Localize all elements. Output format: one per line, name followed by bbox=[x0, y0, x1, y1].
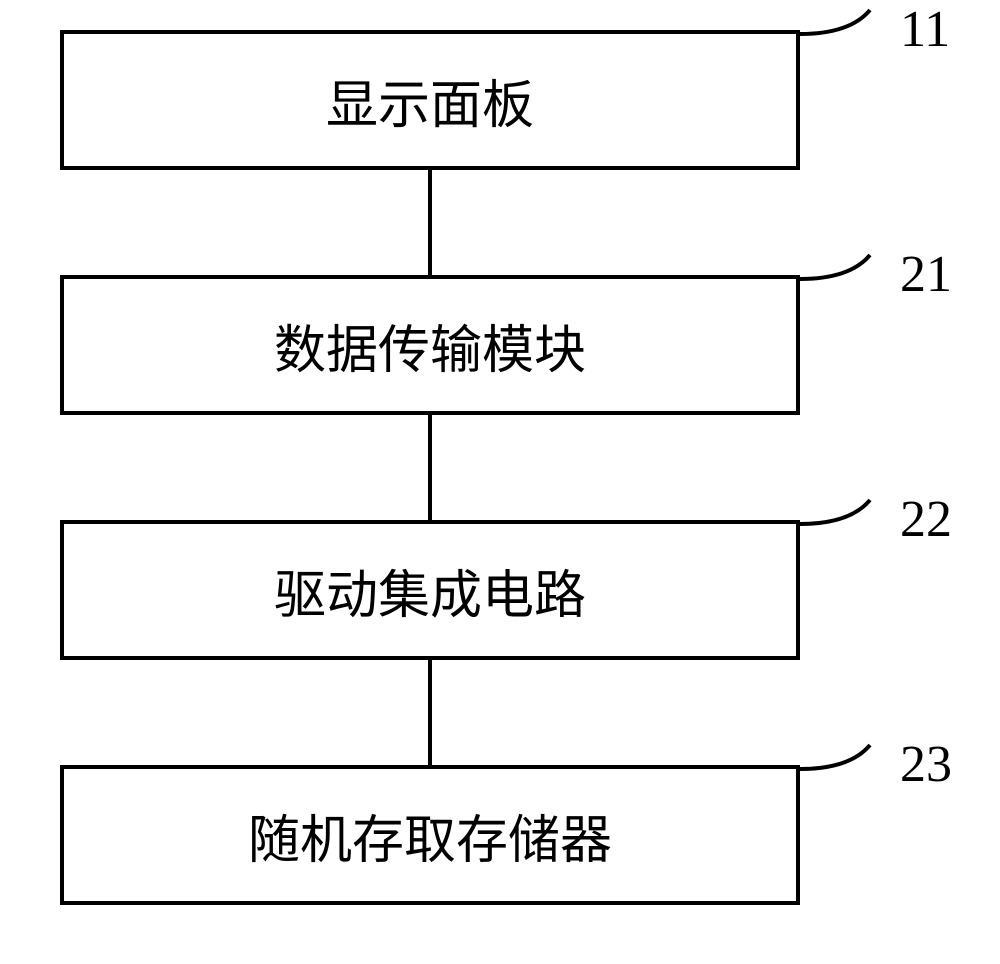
block-driver-ic: 驱动集成电路 bbox=[60, 520, 800, 660]
block-data-transfer-module: 数据传输模块 bbox=[60, 275, 800, 415]
callout-curve bbox=[800, 490, 900, 570]
connector bbox=[428, 660, 432, 765]
connector bbox=[428, 170, 432, 275]
block-ram: 随机存取存储器 bbox=[60, 765, 800, 905]
callout-curve bbox=[800, 245, 900, 325]
callout-curve bbox=[800, 735, 900, 815]
callout-number: 23 bbox=[900, 735, 952, 794]
block-label: 驱动集成电路 bbox=[274, 553, 586, 628]
callout-curve bbox=[800, 0, 900, 80]
block-label: 数据传输模块 bbox=[274, 308, 586, 383]
callout-number: 22 bbox=[900, 490, 952, 549]
block-label: 显示面板 bbox=[326, 63, 534, 138]
block-display-panel: 显示面板 bbox=[60, 30, 800, 170]
connector bbox=[428, 415, 432, 520]
block-label: 随机存取存储器 bbox=[248, 798, 612, 873]
callout-number: 21 bbox=[900, 245, 952, 304]
callout-number: 11 bbox=[900, 0, 950, 59]
